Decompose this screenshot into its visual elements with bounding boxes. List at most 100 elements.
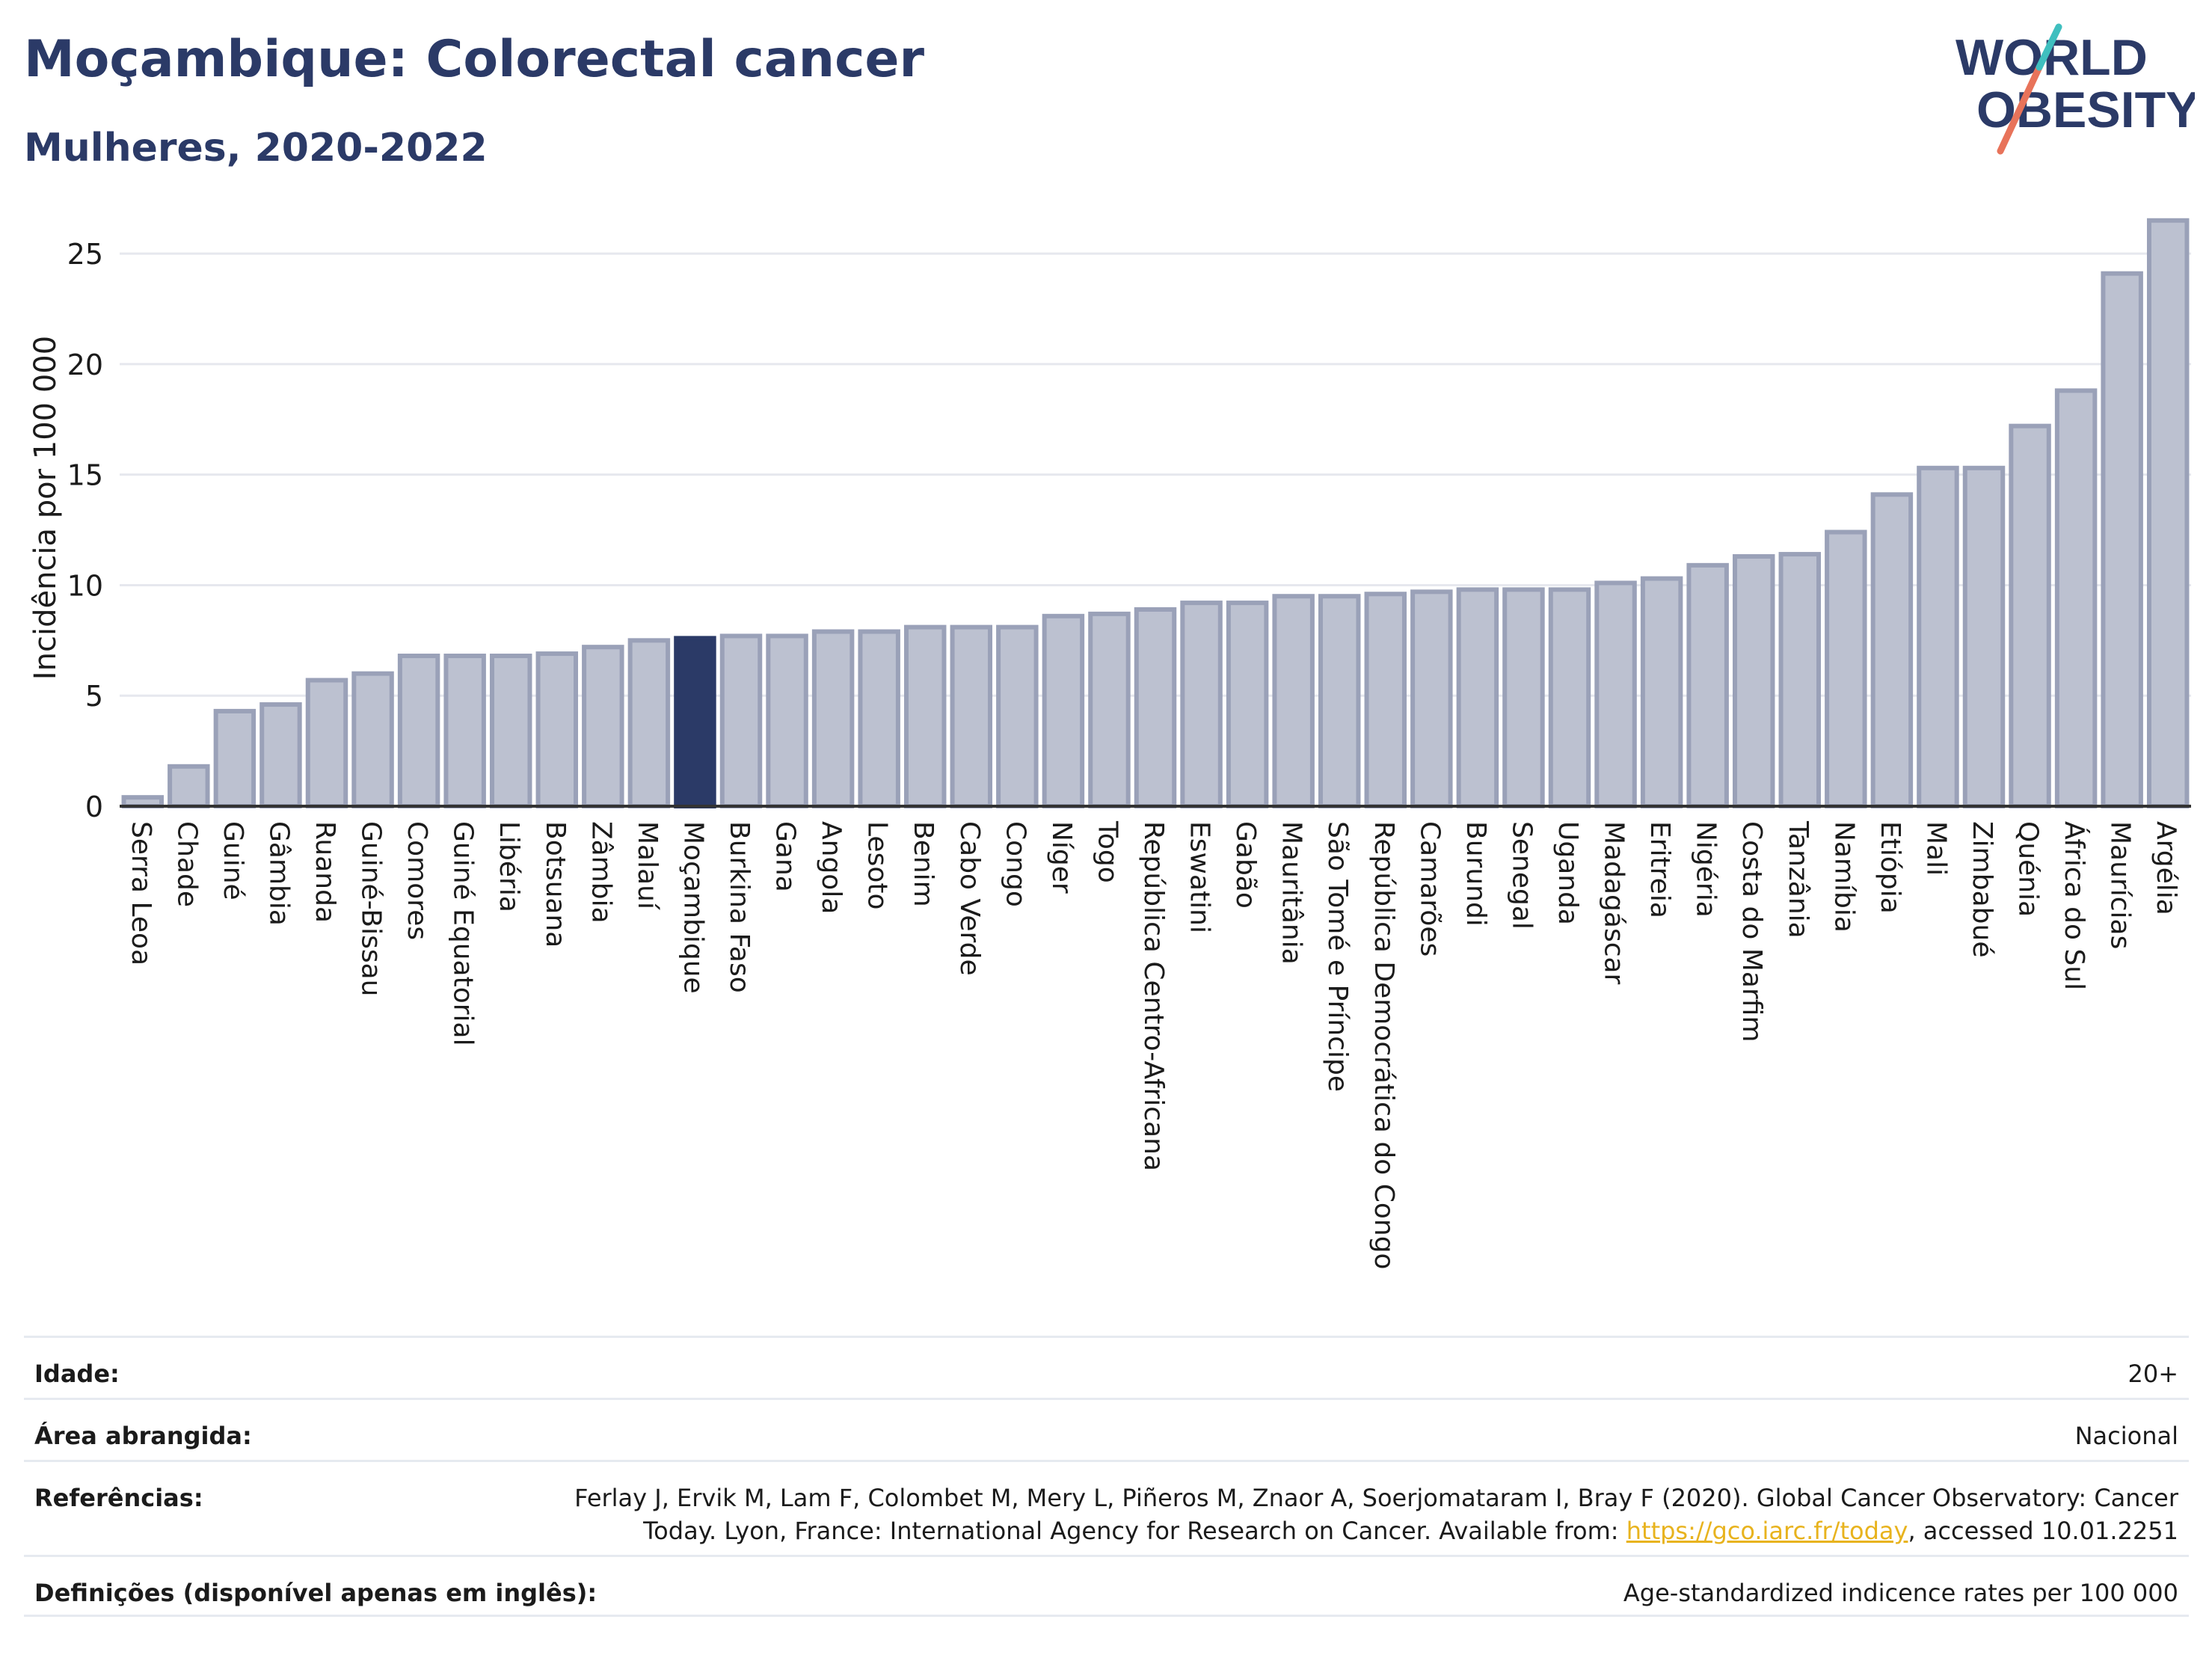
bar bbox=[1042, 613, 1085, 808]
bar bbox=[351, 671, 394, 809]
bar bbox=[489, 654, 532, 808]
logo-slash-teal bbox=[2036, 23, 2062, 71]
x-tick-label: Benim bbox=[908, 821, 938, 907]
references-text: Ferlay J, Ervik M, Lam F, Colombet M, Me… bbox=[574, 1484, 2178, 1545]
references-label: Referências: bbox=[34, 1484, 203, 1512]
bar bbox=[1594, 580, 1637, 808]
x-tick-label: Ruanda bbox=[310, 821, 340, 923]
bar bbox=[1364, 592, 1407, 808]
y-tick-label: 0 bbox=[85, 790, 103, 823]
x-tick-label: Guiné-Bissau bbox=[356, 821, 387, 996]
bar bbox=[305, 678, 348, 808]
x-tick-label: Gana bbox=[770, 821, 801, 892]
x-tick-label: Cabo Verde bbox=[954, 821, 985, 976]
bar bbox=[259, 702, 302, 808]
bar bbox=[766, 633, 808, 809]
x-tick-label: Togo bbox=[1092, 820, 1122, 883]
x-tick-label: Eswatini bbox=[1185, 821, 1215, 933]
bar bbox=[811, 629, 855, 808]
references-accessed: , accessed 10.01.2251 bbox=[1908, 1517, 2178, 1545]
x-tick-label: Mauritânia bbox=[1276, 821, 1307, 965]
bar bbox=[1686, 562, 1729, 808]
bar bbox=[2054, 388, 2098, 809]
page-subtitle: Mulheres, 2020-2022 bbox=[24, 126, 488, 171]
bar bbox=[1226, 601, 1269, 808]
x-tick-label: República Centro-Africana bbox=[1138, 821, 1169, 1171]
bar bbox=[2146, 218, 2190, 809]
x-tick-label: Etiópia bbox=[1875, 821, 1905, 914]
bar bbox=[950, 624, 993, 808]
x-tick-label: Quénia bbox=[2013, 821, 2044, 917]
y-tick-label: 25 bbox=[67, 238, 103, 271]
area-label: Área abrangida: bbox=[34, 1422, 252, 1450]
bar bbox=[213, 708, 256, 809]
world-obesity-logo: WORLD OBESITY bbox=[1956, 23, 2195, 155]
bar bbox=[535, 651, 579, 808]
bar bbox=[1870, 492, 1914, 808]
bar bbox=[443, 654, 486, 808]
x-tick-label: Comores bbox=[402, 821, 432, 940]
x-tick-label: Mali bbox=[1920, 821, 1951, 876]
x-tick-label: Burundi bbox=[1460, 821, 1491, 927]
x-tick-label: Gâmbia bbox=[263, 821, 294, 926]
metadata-table: Idade: 20+ Área abrangida: Nacional Refe… bbox=[24, 1336, 2189, 1617]
x-tick-label: Guiné Equatorial bbox=[448, 821, 479, 1046]
references-value: Ferlay J, Ervik M, Lam F, Colombet M, Me… bbox=[533, 1481, 2178, 1547]
bar bbox=[1180, 601, 1223, 808]
bar bbox=[1962, 465, 2006, 808]
page-title: Moçambique: Colorectal cancer bbox=[24, 30, 925, 89]
x-tick-label: Costa do Marfim bbox=[1736, 821, 1767, 1043]
bar bbox=[996, 624, 1039, 808]
x-tick-label: Maurícias bbox=[2105, 821, 2136, 949]
bar bbox=[627, 638, 671, 808]
bar bbox=[674, 636, 716, 809]
definitions-value: Age-standardized indicence rates per 100… bbox=[1623, 1579, 2178, 1607]
x-tick-label: Angola bbox=[816, 821, 847, 914]
x-tick-label: Malauí bbox=[632, 821, 663, 910]
age-label: Idade: bbox=[34, 1360, 120, 1388]
x-tick-label: Botsuana bbox=[540, 821, 571, 948]
x-tick-label: África do Sul bbox=[2059, 821, 2090, 990]
x-tick-label: Zâmbia bbox=[586, 821, 616, 924]
x-tick-label: Argélia bbox=[2151, 821, 2181, 915]
bar bbox=[1134, 607, 1177, 808]
bar bbox=[1732, 554, 1775, 808]
bar bbox=[903, 624, 947, 808]
x-tick-label: Moçambique bbox=[678, 821, 708, 994]
meta-row-references: Referências: Ferlay J, Ervik M, Lam F, C… bbox=[24, 1460, 2189, 1555]
meta-row-definitions: Definições (disponível apenas em inglês)… bbox=[24, 1555, 2189, 1617]
meta-row-age: Idade: 20+ bbox=[24, 1336, 2189, 1398]
x-tick-label: República Democrática do Congo bbox=[1368, 821, 1399, 1270]
x-tick-label: Níger bbox=[1046, 821, 1077, 894]
x-tick-label: Uganda bbox=[1552, 821, 1583, 925]
age-value: 20+ bbox=[2127, 1360, 2178, 1388]
bar bbox=[168, 764, 210, 808]
bar bbox=[1410, 589, 1453, 808]
x-tick-label: São Tomé e Príncipe bbox=[1322, 821, 1353, 1092]
x-tick-label: Serra Leoa bbox=[126, 821, 156, 965]
x-tick-label: Burkina Faso bbox=[724, 821, 755, 993]
bar bbox=[2009, 423, 2051, 808]
x-tick-label: Gabão bbox=[1230, 821, 1261, 909]
definitions-label: Definições (disponível apenas em inglês)… bbox=[34, 1579, 597, 1607]
x-tick-label: Senegal bbox=[1506, 821, 1537, 930]
bar bbox=[1825, 529, 1867, 808]
y-tick-label: 10 bbox=[67, 569, 103, 602]
x-tick-label: Zimbabué bbox=[1967, 821, 1997, 957]
bar-chart: 0 5 10 15 20 25 Incidência por 100 000 Serra Le… bbox=[28, 218, 2191, 1270]
bar bbox=[397, 654, 440, 808]
y-tick-label: 5 bbox=[85, 680, 103, 713]
bar bbox=[1456, 587, 1499, 808]
y-tick-label: 15 bbox=[67, 459, 103, 492]
bar bbox=[719, 633, 763, 809]
y-tick-label: 20 bbox=[67, 348, 103, 381]
x-tick-label: Madagáscar bbox=[1599, 821, 1629, 985]
logo-slash-coral bbox=[1997, 64, 2043, 155]
references-link[interactable]: https://gco.iarc.fr/today bbox=[1626, 1517, 1908, 1545]
bar bbox=[582, 645, 624, 809]
bar bbox=[858, 629, 900, 808]
x-tick-label: Congo bbox=[1000, 821, 1030, 907]
x-tick-label: Lesoto bbox=[862, 821, 893, 910]
x-tick-label: Eritreia bbox=[1644, 821, 1675, 918]
x-tick-label: Tanzânia bbox=[1783, 820, 1813, 939]
